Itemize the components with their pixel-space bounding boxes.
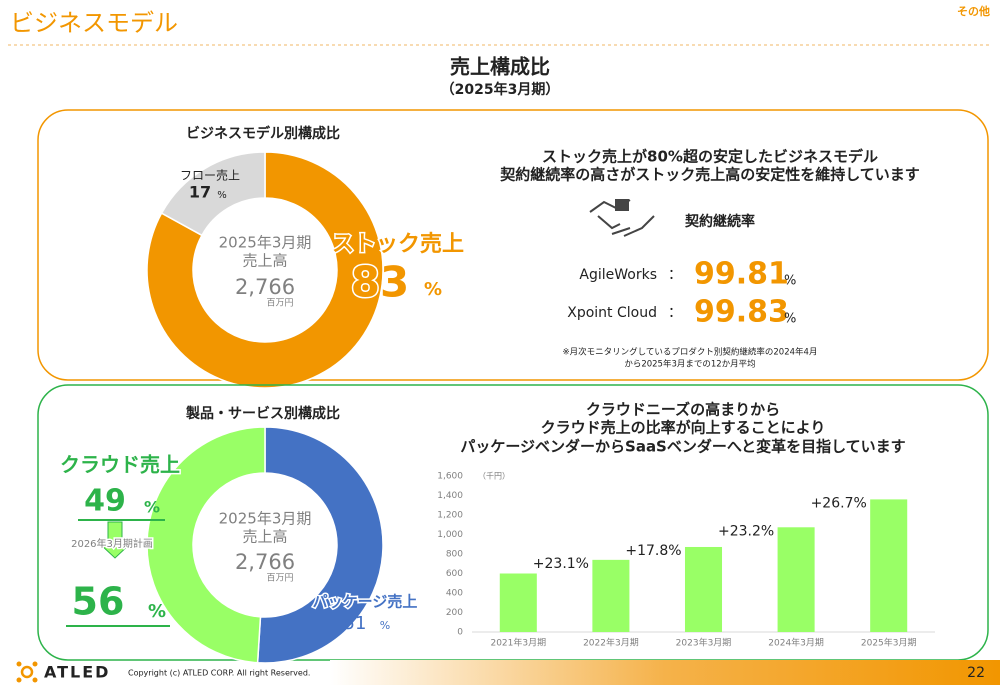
headline: 契約継続率の高さがストック売上高の安定性を維持しています xyxy=(499,166,920,184)
logo-mark xyxy=(16,661,38,683)
kpi-label: 契約継続率 xyxy=(684,213,755,230)
segment-value: 83 xyxy=(351,258,409,307)
row-value: 99.83 xyxy=(694,295,789,330)
row-name: AgileWorks xyxy=(579,267,657,283)
y-tick-label: 600 xyxy=(446,569,463,579)
donut-segment xyxy=(146,151,384,389)
y-tick-label: 1,200 xyxy=(437,511,463,521)
donut-center: 売上高 xyxy=(242,528,287,546)
x-tick-label: 2023年3月期 xyxy=(676,637,732,649)
segment-unit: % xyxy=(217,190,227,201)
unit-label: （千円） xyxy=(478,471,510,481)
y-tick-label: 400 xyxy=(446,589,463,599)
segment-value: 51 xyxy=(344,613,367,634)
note: から2025年3月までの12か月平均 xyxy=(624,359,755,370)
section-label: その他 xyxy=(957,4,990,18)
donut-center: 売上高 xyxy=(242,252,287,270)
logo-text: ATLED xyxy=(44,663,110,682)
header-title: ビジネスモデル xyxy=(10,9,178,37)
x-tick-label: 2025年3月期 xyxy=(861,637,917,649)
donut-center: 2,766 xyxy=(235,275,295,299)
growth-label: +26.7% xyxy=(811,495,867,511)
segment-label: パッケージ売上 xyxy=(313,593,418,611)
kpi-rows: AgileWorks ： 99.81% Xpoint Cloud ： 99.83% xyxy=(567,257,796,330)
bar xyxy=(684,546,723,632)
segment-value: 49 xyxy=(84,484,126,519)
panel-1 xyxy=(37,109,989,381)
segment-label: クラウド売上 xyxy=(60,453,180,477)
bar-chart: 0 200 400 600 800 1,000 1,200 1,400 1,600 2021年3月… xyxy=(437,472,916,649)
row-sep: ： xyxy=(668,305,682,321)
row-sep: ： xyxy=(668,267,682,283)
donut-segment xyxy=(146,426,266,664)
panel-1-title: ビジネスモデル別構成比 xyxy=(186,125,340,142)
segment-value: 17 xyxy=(189,183,211,202)
headline: クラウドニーズの高まりから xyxy=(586,401,780,419)
headline: クラウド売上の比率が向上することにより xyxy=(541,419,826,437)
x-tick-label: 2022年3月期 xyxy=(583,637,639,649)
segment-label: フロー売上 xyxy=(180,168,240,183)
row-unit: % xyxy=(784,274,796,289)
headline: ストック売上が80%超の安定したビジネスモデル xyxy=(542,148,878,166)
donut-center: 百万円 xyxy=(266,298,293,309)
copyright: Copyright (c) ATLED CORP. All right Rese… xyxy=(128,669,310,678)
row-name: Xpoint Cloud xyxy=(567,305,657,321)
bar xyxy=(870,499,908,632)
bar xyxy=(777,527,815,632)
donut-center: 百万円 xyxy=(266,573,293,584)
y-tick-label: 200 xyxy=(446,608,463,618)
donut-segment xyxy=(160,151,266,237)
plan-unit: % xyxy=(148,601,166,622)
note: ※月次モニタリングしているプロダクト別契約継続率の2024年4月 xyxy=(563,347,818,358)
y-tick-label: 0 xyxy=(457,628,463,638)
bar xyxy=(592,559,630,632)
donut-2 xyxy=(146,426,384,664)
growth-label: +17.8% xyxy=(625,543,681,559)
y-tick-label: 1,400 xyxy=(437,491,463,501)
x-tick-label: 2024年3月期 xyxy=(768,637,824,649)
row-unit: % xyxy=(784,312,796,327)
donut-segment xyxy=(256,426,384,664)
row-value: 99.81 xyxy=(694,257,789,292)
plan-label: 2026年3月期計画 xyxy=(71,537,153,550)
plan-value: 56 xyxy=(72,580,125,624)
growth-label: +23.2% xyxy=(718,523,774,539)
y-tick-label: 800 xyxy=(446,550,463,560)
segment-unit: % xyxy=(424,279,442,300)
y-tick-label: 1,600 xyxy=(437,472,463,482)
bar xyxy=(499,573,537,632)
main-title: 売上構成比 xyxy=(450,55,550,79)
donut-center: 2,766 xyxy=(235,550,295,574)
page-number: 22 xyxy=(967,665,985,681)
donut-center: 2025年3月期 xyxy=(219,510,312,528)
donut-center: 2025年3月期 xyxy=(219,234,312,252)
y-tick-label: 1,000 xyxy=(437,530,463,540)
segment-label: ストック売上 xyxy=(332,231,464,257)
arrow xyxy=(98,521,132,559)
subtitle: （2025年3月期） xyxy=(441,81,560,98)
panel-2-title: 製品・サービス別構成比 xyxy=(185,405,340,422)
footer-band xyxy=(330,660,1000,685)
handshake-icon xyxy=(589,199,655,237)
segment-unit: % xyxy=(380,619,390,632)
segment-unit: % xyxy=(144,498,160,517)
headline: パッケージベンダーからSaaSベンダーへと変革を目指しています xyxy=(460,438,905,456)
growth-label: +23.1% xyxy=(533,556,589,572)
donut-1 xyxy=(146,151,384,389)
x-tick-label: 2021年3月期 xyxy=(490,637,546,649)
